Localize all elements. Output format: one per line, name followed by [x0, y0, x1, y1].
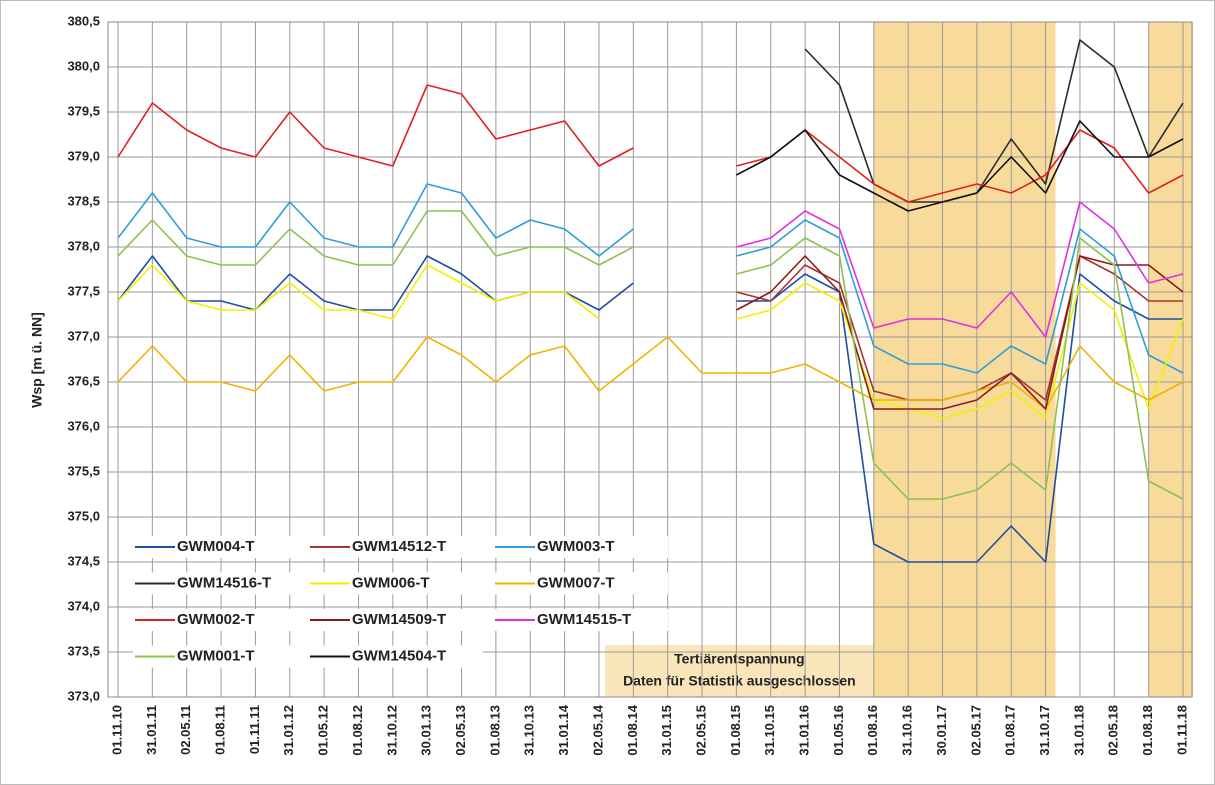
x-tick-label: 31.01.18 [1071, 705, 1086, 756]
x-tick-label: 31.01.12 [281, 705, 296, 756]
legend-label: GWM14504-T [352, 647, 446, 664]
series-line [117, 84, 1184, 203]
series-line [117, 336, 1184, 410]
y-tick-label: 373,0 [67, 688, 100, 703]
x-tick-label: 02.05.17 [968, 705, 983, 756]
x-tick-label: 31.10.12 [384, 705, 399, 756]
x-tick-label: 01.08.12 [350, 705, 365, 756]
x-tick-label: 31.01.15 [659, 705, 674, 756]
x-tick-label: 01.05.12 [316, 705, 331, 756]
x-tick-label: 01.08.16 [865, 705, 880, 756]
plot-frame [107, 21, 1193, 698]
legend-label: GWM14509-T [352, 611, 446, 628]
legend-label: GWM14515-T [537, 611, 631, 628]
x-tick-label: 02.05.14 [590, 704, 605, 755]
legend-label: GWM14512-T [352, 538, 446, 555]
legend-label: GWM006-T [352, 574, 430, 591]
legend-label: GWM001-T [177, 647, 255, 664]
legend-bg [133, 645, 308, 668]
x-tick-label: 31.01.11 [144, 705, 159, 755]
y-tick-label: 377,5 [67, 283, 100, 298]
y-tick-label: 379,5 [67, 103, 100, 118]
legend-bg [308, 572, 483, 595]
legend-bg [308, 536, 483, 558]
y-tick-label: 376,0 [67, 418, 100, 433]
x-tick-label: 30.01.17 [934, 705, 949, 756]
x-tick-label: 31.10.13 [522, 705, 537, 756]
legend-label: GWM003-T [537, 538, 615, 555]
x-tick-label: 31.10.16 [900, 705, 915, 756]
series-line [117, 264, 1184, 419]
annotation-text: Tertiärentspannung [674, 651, 804, 667]
y-tick-label: 373,5 [67, 643, 100, 658]
y-tick-label: 378,0 [67, 238, 100, 253]
x-tick-label: 01.08.13 [487, 705, 502, 756]
y-tick-label: 374,5 [67, 553, 100, 568]
x-tick-label: 31.10.17 [1037, 705, 1052, 756]
y-tick-label: 377,0 [67, 328, 100, 343]
x-tick-label: 01.08.11 [213, 705, 228, 755]
series-line [736, 120, 1184, 212]
y-tick-label: 375,5 [67, 463, 100, 478]
x-tick-label: 31.01.14 [556, 704, 571, 755]
y-axis-label: Wsp [m ü. NN] [29, 312, 45, 408]
series-line [736, 255, 1184, 410]
x-tick-label: 31.10.15 [762, 705, 777, 756]
annotation-box [604, 645, 874, 697]
y-tick-label: 380,5 [67, 13, 100, 28]
legend-bg [133, 572, 308, 595]
legend-bg [308, 609, 483, 631]
x-tick-label: 02.05.11 [178, 705, 193, 755]
legend-bg [493, 572, 668, 595]
x-tick-label: 02.05.15 [693, 705, 708, 756]
x-tick-label: 01.11.10 [109, 705, 124, 755]
y-tick-label: 378,5 [67, 193, 100, 208]
x-tick-label: 30.01.13 [419, 705, 434, 756]
legend-bg [493, 609, 668, 631]
legend-bg [133, 536, 308, 558]
legend-label: GWM004-T [177, 538, 255, 555]
series-line [804, 39, 1184, 203]
x-tick-label: 02.05.18 [1106, 705, 1121, 756]
x-tick-label: 01.11.11 [247, 705, 262, 754]
x-tick-label: 01.08.14 [625, 704, 640, 755]
x-tick-label: 31.01.16 [797, 705, 812, 756]
x-tick-label: 01.05.16 [831, 705, 846, 756]
series-line [117, 210, 1184, 500]
legend-bg [133, 609, 308, 631]
y-tick-label: 379,0 [67, 148, 100, 163]
legend-label: GWM007-T [537, 574, 615, 591]
y-tick-label: 376,5 [67, 373, 100, 388]
x-tick-label: 01.08.18 [1140, 705, 1155, 756]
y-tick-label: 380,0 [67, 58, 100, 73]
annotation-text: Daten für Statistik ausgeschlossen [623, 673, 856, 689]
y-tick-label: 374,0 [67, 598, 100, 613]
x-tick-label: 02.05.13 [453, 705, 468, 756]
x-tick-label: 01.11.18 [1174, 705, 1189, 755]
series-line [736, 201, 1184, 338]
x-tick-label: 01.08.15 [728, 705, 743, 756]
legend-label: GWM002-T [177, 611, 255, 628]
legend-label: GWM14516-T [177, 574, 271, 591]
legend-bg [308, 645, 483, 668]
y-tick-label: 375,0 [67, 508, 100, 523]
x-tick-label: 01.08.17 [1003, 705, 1018, 756]
legend-bg [493, 536, 668, 558]
shaded-span [873, 22, 1056, 697]
series-line [117, 183, 1184, 374]
